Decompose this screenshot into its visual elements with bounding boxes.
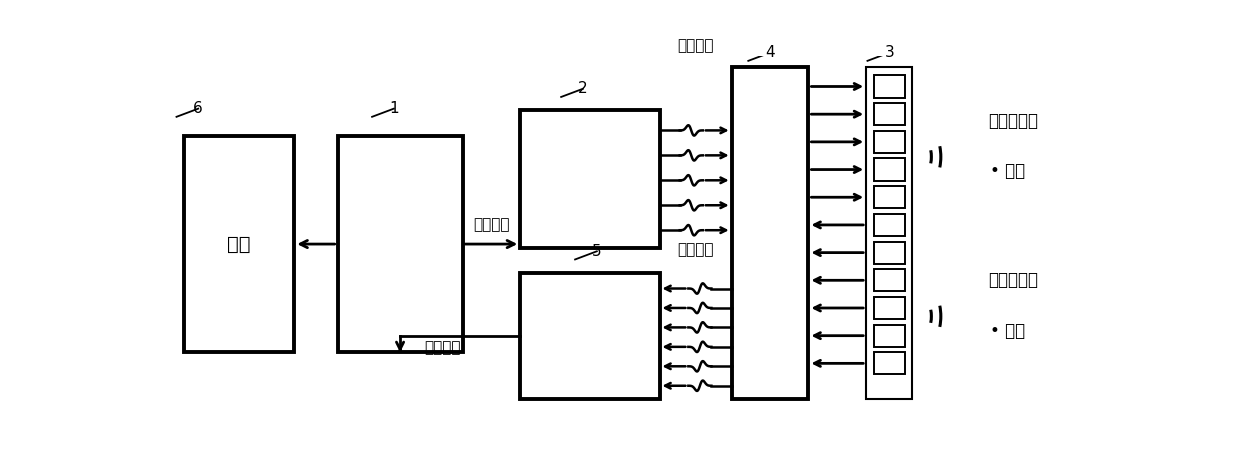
Text: 成像: 成像	[227, 234, 250, 254]
Bar	[873, 242, 905, 264]
Text: • 损伤: • 损伤	[990, 322, 1025, 340]
Bar	[873, 214, 905, 236]
Text: 时间延迟: 时间延迟	[474, 217, 510, 232]
Text: 反射回波: 反射回波	[677, 242, 714, 257]
Text: 激励信号: 激励信号	[677, 38, 714, 53]
Text: • 损伤: • 损伤	[990, 162, 1025, 180]
Bar	[337, 136, 463, 352]
Bar	[873, 159, 905, 181]
Bar	[184, 136, 294, 352]
Bar	[873, 269, 905, 291]
Bar	[873, 325, 905, 347]
Bar	[873, 76, 905, 98]
Bar	[521, 273, 660, 400]
Bar	[873, 103, 905, 125]
Text: 4: 4	[765, 45, 775, 60]
Bar	[521, 111, 660, 248]
Text: 2: 2	[578, 81, 588, 96]
Text: 反射波阵面: 反射波阵面	[988, 271, 1038, 289]
Bar	[873, 297, 905, 319]
Bar	[866, 67, 913, 400]
Text: 1: 1	[389, 101, 398, 116]
Text: 重构信号: 重构信号	[424, 340, 460, 356]
Text: 3: 3	[884, 45, 894, 60]
Bar	[873, 186, 905, 208]
Bar	[873, 352, 905, 374]
Bar	[873, 131, 905, 153]
Text: 6: 6	[193, 101, 203, 116]
Bar	[732, 67, 808, 400]
Text: 合成波阵面: 合成波阵面	[988, 112, 1038, 130]
Text: 5: 5	[591, 244, 601, 259]
